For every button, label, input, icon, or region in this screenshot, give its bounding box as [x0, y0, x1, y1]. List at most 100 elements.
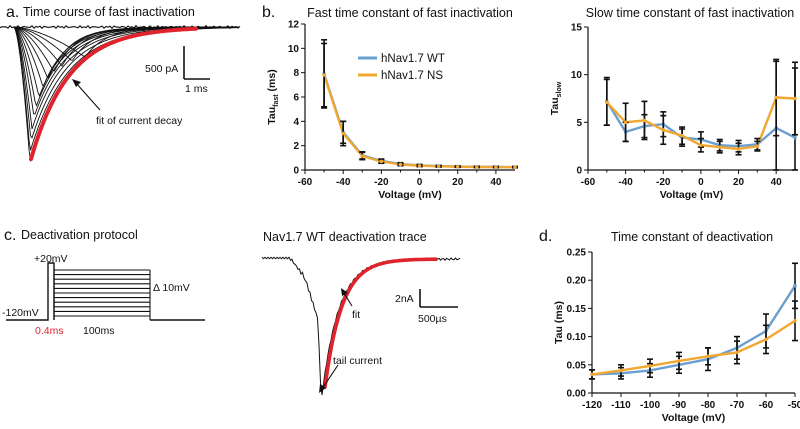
annotation-arrow-line: [75, 82, 101, 111]
x-tick-label: -20: [656, 177, 671, 188]
y-tick-label: 10: [571, 70, 583, 81]
x-tick-label: -60: [581, 177, 596, 188]
data-point-ns: [341, 131, 345, 136]
trace-label-fit: fit: [352, 309, 360, 321]
x-tick-label: -40: [336, 177, 351, 188]
x-tick-label: -50: [788, 400, 800, 411]
data-point-ns: [717, 145, 722, 149]
tail-arrow-line: [321, 364, 339, 390]
y-axis-label-fast: Taufast (ms): [266, 69, 280, 124]
x-axis-label-deact: Voltage (mV): [662, 412, 725, 424]
y-tick-label: 0.00: [567, 389, 587, 400]
x-axis-label-fast: Voltage (mV): [378, 189, 441, 201]
chart-title-deact: Time constant of deactivation: [611, 230, 773, 244]
protocol-label-step: Δ 10mV: [153, 282, 190, 294]
trace-title: Nav1.7 WT deactivation trace: [263, 230, 427, 244]
y-tick-label: 4: [293, 117, 299, 128]
series-line-ns-fast: [322, 74, 516, 169]
data-point-ns: [436, 164, 441, 169]
chart-slow-inactivation: Slow time constant of fast inactivation 0…: [549, 6, 798, 201]
panel-a-letter: a.: [6, 4, 19, 21]
panel-c-trace: Nav1.7 WT deactivation trace 2nA 500µs f…: [261, 230, 461, 396]
annotation-fit: fit of current decay: [96, 115, 183, 127]
current-trace: [13, 26, 239, 61]
x-tick-label: 0: [417, 177, 423, 188]
data-point-ns: [764, 337, 768, 342]
data-point-ns: [735, 350, 739, 355]
x-tick-label: 40: [490, 177, 502, 188]
y-tick-label: 12: [288, 20, 300, 31]
deactivation-trace: [261, 256, 461, 396]
x-tick-label: 20: [733, 177, 745, 188]
data-point-ns: [774, 95, 778, 100]
scale-label-time-c: 500µs: [418, 313, 447, 325]
x-tick-label: -90: [672, 400, 687, 411]
panel-a: a. Time course of fast inactivation 500 …: [0, 4, 241, 162]
data-point-ns: [755, 144, 760, 148]
deactivation-protocol-diagram: [6, 262, 205, 321]
scale-label-current-c: 2nA: [395, 293, 414, 305]
data-point-ns: [513, 165, 517, 170]
data-point-ns: [494, 165, 498, 169]
y-tick-label: 2: [293, 141, 299, 152]
x-tick-label: -20: [374, 177, 389, 188]
data-point-wt: [793, 284, 797, 288]
panel-d: d. Time constant of deactivation 0.00 0.05…: [539, 228, 800, 424]
data-point-ns: [699, 143, 703, 148]
x-tick-label: -120: [582, 400, 602, 411]
y-tick-label: 0.25: [567, 248, 587, 259]
data-point-ns: [605, 100, 609, 105]
y-tick-label: 0.10: [567, 332, 587, 343]
data-point-ns: [706, 354, 710, 359]
x-tick-label: -70: [730, 400, 745, 411]
y-axis-label-slow: Tauslow: [549, 81, 563, 115]
panel-b: b. Fast time constant of fast inactivati…: [262, 4, 798, 201]
y-tick-label: 0: [576, 166, 582, 177]
deactivation-fit: [323, 257, 438, 389]
y-tick-label: 10: [288, 44, 300, 55]
y-tick-label: 8: [293, 68, 299, 79]
scale-label-time: 1 ms: [185, 83, 208, 95]
data-point-ns: [475, 165, 479, 169]
x-tick-label: -60: [759, 400, 774, 411]
tail-arrow-head: [319, 384, 326, 393]
current-trace: [13, 26, 239, 115]
annotation-arrow-head: [72, 79, 81, 87]
y-tick-label: 0: [293, 166, 299, 177]
scale-bar-a: 500 pA 1 ms: [145, 46, 210, 95]
x-tick-label: 40: [771, 177, 783, 188]
y-tick-label: 15: [571, 23, 583, 34]
trace-label-tail: tail current: [333, 355, 382, 367]
panel-c: c. Deactivation protocol +20mV -120mV 0.…: [2, 227, 205, 337]
y-tick-label: 0.05: [567, 360, 587, 371]
chart-deactivation: Time constant of deactivation 0.00 0.05 0.1…: [553, 230, 800, 424]
scale-bar-c: 2nA 500µs: [395, 289, 458, 325]
series-line-wt-deact: [591, 285, 797, 376]
protocol-label-hold: -120mV: [2, 307, 39, 319]
chart-title-slow: Slow time constant of fast inactivation: [586, 6, 794, 20]
data-point-ns: [590, 372, 594, 377]
data-point-ns: [648, 364, 652, 368]
x-tick-label: -60: [298, 177, 313, 188]
panel-a-title: Time course of fast inactivation: [23, 5, 195, 19]
chart-title-fast: Fast time constant of fast inactivation: [307, 6, 513, 20]
series-line-wt-fast: [322, 73, 516, 169]
protocol-label-pulse: 0.4ms: [35, 325, 64, 337]
series-line-ns-deact: [591, 319, 796, 376]
data-point-ns: [619, 368, 623, 373]
data-point-ns: [417, 163, 422, 168]
y-tick-label: 6: [293, 93, 299, 104]
x-tick-label: -110: [611, 400, 631, 411]
x-tick-label: 20: [452, 177, 464, 188]
x-tick-label: -40: [618, 177, 633, 188]
panel-c-title: Deactivation protocol: [21, 228, 138, 242]
y-axis-label-deact: Tau (ms): [553, 301, 565, 344]
legend: hNav1.7 WT hNav1.7 NS: [358, 53, 445, 82]
panel-d-letter: d.: [539, 228, 552, 245]
current-trace: [13, 26, 239, 58]
legend-label-ns: hNav1.7 NS: [381, 70, 443, 82]
protocol-label-duration: 100ms: [83, 325, 115, 337]
data-point-ns: [793, 96, 797, 101]
x-axis-label-slow: Voltage (mV): [660, 189, 723, 201]
